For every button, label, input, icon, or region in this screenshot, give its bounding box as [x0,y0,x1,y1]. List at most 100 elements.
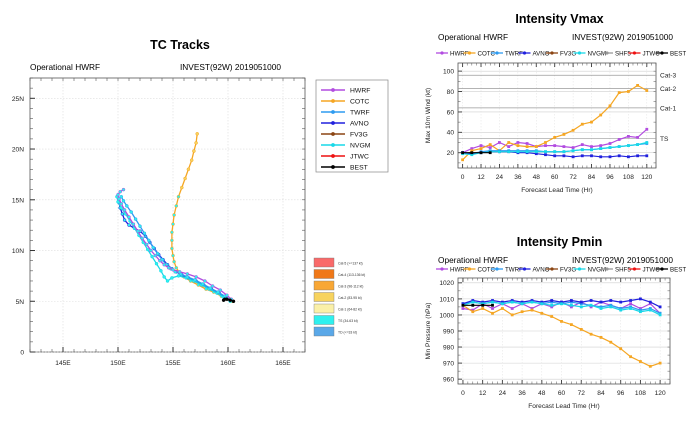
category-threshold-label: Cat-2 [660,86,676,93]
svg-text:BEST: BEST [350,165,368,172]
svg-text:0: 0 [20,350,24,357]
vmax-chart[interactable]: 20 40 60 80 100 0 12 24 36 48 60 72 84 96 108 120 Cat-3 C… [420,0,699,220]
track-legend-item-jtwc[interactable]: JTWC [321,154,369,161]
svg-text:160E: 160E [220,360,236,367]
legend-item-jtwc[interactable]: JTWC [628,50,661,57]
legend-item-twrf[interactable]: TWRF [491,266,523,273]
legend-item-nvgm[interactable]: NVGM [573,50,607,57]
legend-item-best[interactable]: BEST [656,50,686,57]
legend-item-cotc[interactable]: COTC [463,50,496,57]
series-point [491,311,494,315]
series-point [619,300,623,304]
tc-tracks-map[interactable]: 145E 150E 155E 160E 165E 0 5N 10N 15N 20N 25N HWRF C… [0,0,420,437]
series-point [540,311,544,315]
pmin-chart[interactable]: 960 970 980 990 1000 1010 1020 0 12 24 36 48 60 72 84 9… [420,226,699,437]
track-legend-item-avno[interactable]: AVNO [321,121,369,128]
series-point [571,149,575,153]
legend-item-shf5[interactable]: SHF5 [601,50,631,57]
svg-text:1020: 1020 [439,280,454,287]
track-point [194,275,198,279]
track-point [218,288,223,292]
legend-item-nvgm[interactable]: NVGM [573,266,607,273]
category-swatch [313,292,335,302]
series-point [658,313,662,317]
legend-marker [550,267,554,271]
series-point [608,155,612,159]
track-legend-item-fv3g[interactable]: FV3G [321,132,368,139]
series-point [590,154,593,158]
svg-text:JTWC: JTWC [643,266,661,273]
series-point [550,305,554,309]
legend-item-hwrf[interactable]: HWRF [436,50,469,57]
svg-text:SHF5: SHF5 [615,266,631,273]
legend-marker [495,51,499,55]
svg-text:1010: 1010 [439,296,454,303]
series-point [479,147,483,150]
series-point [470,151,474,155]
series-point [580,148,584,152]
track-point [171,222,175,226]
legend-item-cotc[interactable]: COTC [463,266,496,273]
pmin-right-label: INVEST(92W) 2019051000 [572,255,674,265]
legend-item-avno[interactable]: AVNO [518,50,550,57]
svg-text:Cat-5 (>=137 kt): Cat-5 (>=137 kt) [338,261,363,265]
legend-marker [331,99,335,103]
series-point [636,143,639,146]
category-swatch [313,280,335,291]
series-point [590,148,593,152]
svg-text:12: 12 [479,390,487,397]
track-point [174,204,179,208]
series-point [570,323,573,326]
track-legend-item-nvgm[interactable]: NVGM [321,143,371,150]
series-point [609,305,613,309]
legend-marker [550,51,554,55]
track-legend-item-hwrf[interactable]: HWRF [321,88,370,95]
series-point [608,146,612,149]
track-legend-item-best[interactable]: BEST [321,165,368,172]
legend-item-fv3g[interactable]: FV3G [546,50,576,57]
legend-marker [522,51,527,55]
series-point [544,153,547,157]
category-legend-item: Cat-2 (83-95 kt) [313,292,362,302]
track-point [162,262,166,267]
series-point [553,154,557,158]
legend-item-twrf[interactable]: TWRF [491,50,523,57]
track-point [166,266,171,270]
track-legend-item-twrf[interactable]: TWRF [321,110,370,117]
track-legend-item-cotc[interactable]: COTC [321,99,369,106]
svg-text:TWRF: TWRF [505,50,523,57]
series-point [599,113,603,117]
legend-item-jtwc[interactable]: JTWC [628,266,661,273]
svg-text:COTC: COTC [350,99,369,106]
track-point [172,213,176,217]
category-swatch [313,303,335,314]
track-point [186,167,191,172]
track-point [200,282,205,286]
svg-text:FV3G: FV3G [350,132,368,139]
series-best [461,151,492,155]
legend-item-shf5[interactable]: SHF5 [601,266,631,273]
series-point [510,300,514,304]
series-point [617,138,621,141]
legend-item-avno[interactable]: AVNO [518,266,550,273]
svg-text:5N: 5N [16,299,25,306]
svg-text:FV3G: FV3G [560,50,576,57]
series-point [488,143,492,146]
series-point [639,297,642,301]
series-point [571,155,575,159]
series-point [570,299,573,302]
series-point [648,308,652,312]
series-point [629,307,632,310]
series-point [481,300,485,304]
series-point [589,332,593,336]
series-point [471,303,475,307]
track-point [121,187,126,192]
track-point [153,253,158,258]
legend-item-fv3g[interactable]: FV3G [546,266,576,273]
legend-item-best[interactable]: BEST [656,266,686,273]
legend-item-hwrf[interactable]: HWRF [436,266,469,273]
svg-text:108: 108 [635,390,646,397]
series-point [599,336,603,339]
series-point [648,307,652,310]
legend-marker [440,51,444,55]
